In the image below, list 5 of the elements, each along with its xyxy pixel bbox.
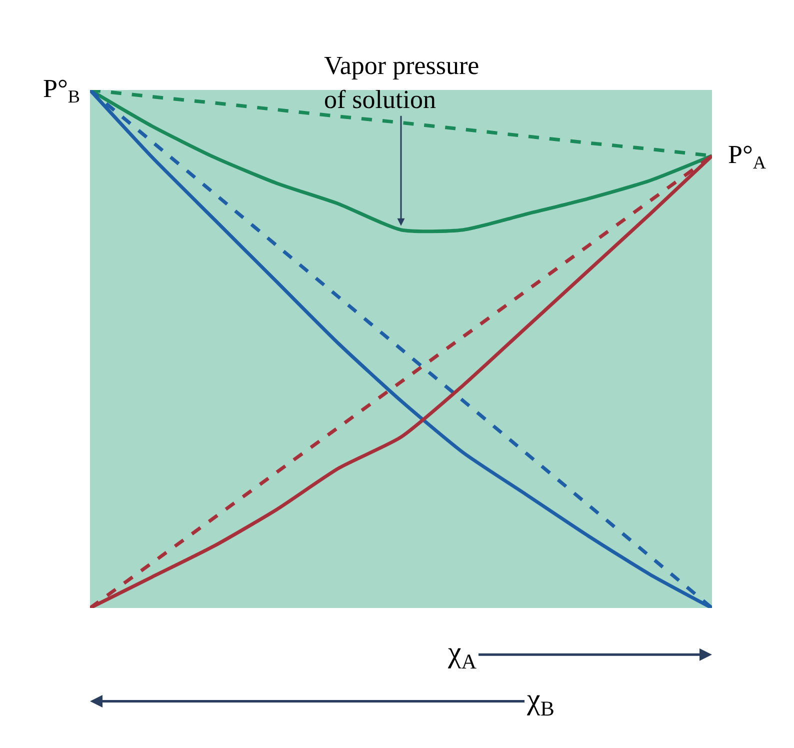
text: P°$_{A}$ (728, 140, 766, 172)
annotation: Vapor pressure of solution (324, 51, 480, 114)
text: P°$_{B}$ (43, 74, 80, 106)
text: χ$_{B}$ (526, 683, 554, 720)
text: χ$_{A}$ (447, 636, 478, 674)
